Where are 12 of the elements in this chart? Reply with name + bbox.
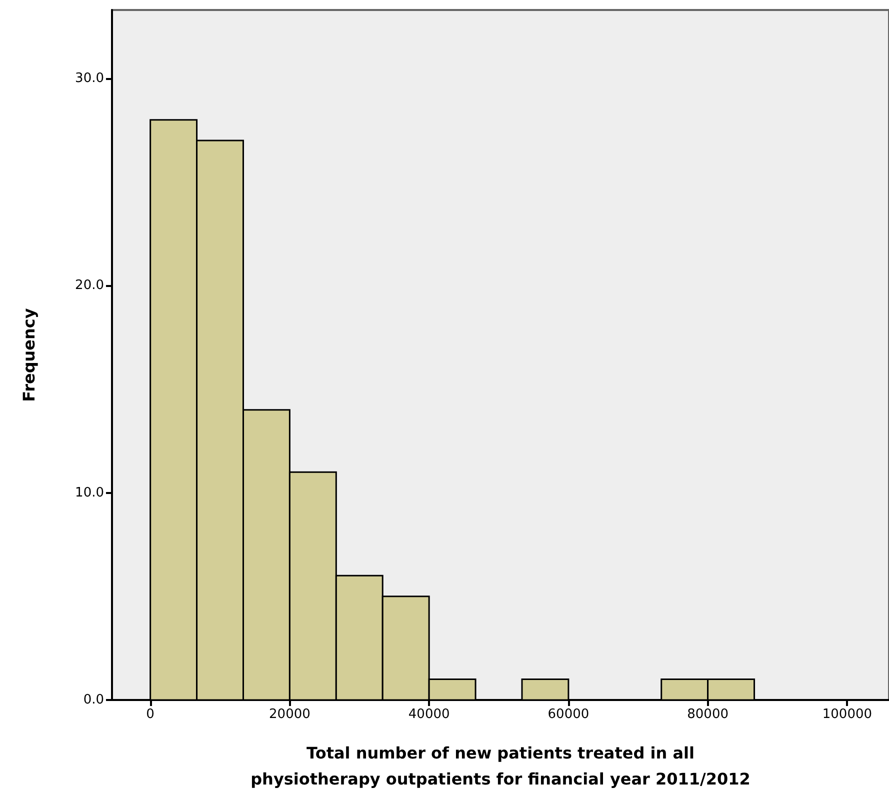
- y-tick-label: 20.0: [75, 278, 104, 294]
- x-tick-label: 40000: [408, 707, 450, 722]
- y-tick-label: 10.0: [75, 485, 104, 500]
- x-tick-label: 0: [146, 707, 154, 722]
- x-tick-label: 60000: [548, 707, 590, 722]
- x-tick-label: 80000: [687, 707, 728, 722]
- x-tick-label: 100000: [822, 707, 872, 722]
- x-axis-title: Total number of new patients treated in all physiotherapy outpatients for financial year 2011/2012: [250, 744, 750, 788]
- y-axis-title: Frequency: [20, 308, 38, 402]
- x-tick-label: 20000: [269, 707, 310, 722]
- y-tick-label: 0.0: [83, 692, 104, 708]
- y-tick-label: 30.0: [75, 70, 104, 86]
